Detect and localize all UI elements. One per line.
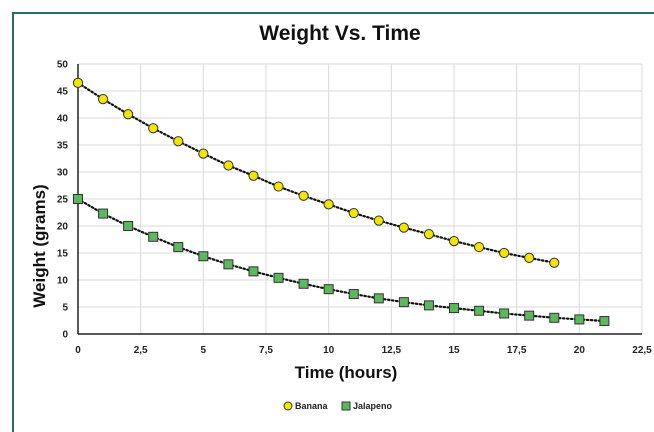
banana-point [298, 190, 309, 201]
y-tick-label: 15 [57, 249, 69, 260]
jalapeno-point [549, 312, 560, 323]
banana-legend-label: Banana [295, 401, 329, 411]
jalapeno-point [398, 297, 409, 308]
banana-point [198, 148, 209, 159]
x-tick-label: 7,5 [259, 345, 273, 356]
y-tick-label: 35 [57, 141, 69, 152]
legend: Banana Jalapeno [283, 401, 393, 411]
jalapeno-point [73, 194, 83, 204]
x-tick-label: 10 [323, 345, 335, 356]
gridlines [77, 63, 643, 335]
banana-point [123, 109, 134, 120]
banana-point [273, 181, 284, 192]
banana-point [323, 199, 334, 210]
banana-point [473, 241, 485, 253]
x-tick-label: 15 [448, 345, 460, 356]
data-series [72, 77, 610, 327]
y-tick-label: 40 [57, 114, 69, 125]
jalapeno-point [423, 300, 434, 311]
banana-point [72, 77, 84, 89]
jalapeno-point [599, 316, 610, 327]
x-tick-label: 22,5 [632, 345, 652, 356]
jalapeno-point [123, 221, 134, 231]
x-tick-label: 17,5 [507, 345, 527, 356]
jalapeno-point [348, 289, 359, 300]
jalapeno-point [449, 303, 459, 314]
jalapeno-point [273, 272, 284, 283]
jalapeno-point [474, 305, 485, 316]
jalapeno-point [148, 231, 159, 242]
x-tick-label: 20 [574, 345, 586, 356]
y-tick-label: 30 [57, 168, 69, 179]
x-axis-title: Time (hours) [295, 363, 398, 382]
banana-point [524, 252, 535, 263]
banana-point [549, 257, 560, 268]
banana-point [423, 229, 435, 240]
jalapeno-point [198, 251, 209, 262]
jalapeno-legend-marker [341, 401, 351, 411]
banana-point [223, 160, 234, 171]
jalapeno-point [248, 266, 259, 277]
banana-point [148, 123, 159, 134]
jalapeno-point [298, 278, 309, 289]
banana-point [499, 247, 510, 259]
jalapeno-point [373, 293, 384, 304]
y-axis-title: Weight (grams) [30, 184, 49, 307]
y-tick-label: 5 [62, 303, 68, 314]
jalapeno-point [524, 310, 535, 321]
y-tick-label: 25 [57, 195, 69, 206]
y-tick-label: 50 [57, 60, 69, 71]
banana-point [398, 222, 409, 233]
x-tick-label: 12,5 [382, 345, 402, 356]
x-tick-label: 2,5 [134, 345, 148, 356]
jalapeno-point [499, 308, 510, 319]
scatter-chart: Weight Vs. Time 0 5 10 15 20 25 30 35 40 45 50 0 2,… [30, 22, 652, 411]
banana-point [97, 94, 109, 105]
banana-point [448, 236, 460, 247]
x-tick-labels: 0 2,5 5 7,5 10 12,5 15 17,5 20 22,5 [75, 345, 652, 356]
x-tick-label: 5 [201, 345, 207, 356]
y-tick-labels: 0 5 10 15 20 25 30 35 40 45 50 [57, 60, 69, 341]
chart-frame: Weight Vs. Time 0 5 10 15 20 25 30 35 40 45 50 0 2,… [12, 12, 654, 432]
banana-point [173, 136, 184, 147]
chart-title: Weight Vs. Time [259, 22, 420, 45]
y-tick-label: 0 [62, 330, 68, 341]
jalapeno-trendline [76, 197, 606, 323]
jalapeno-point [323, 284, 334, 295]
x-tick-label: 0 [75, 345, 81, 356]
banana-point [348, 207, 359, 219]
y-tick-label: 10 [57, 276, 69, 287]
jalapeno-point [173, 242, 184, 253]
jalapeno-point [98, 208, 109, 219]
banana-series [72, 77, 560, 268]
y-tick-label: 45 [57, 87, 69, 98]
jalapeno-legend-label: Jalapeno [353, 401, 393, 411]
y-tick-label: 20 [57, 222, 69, 233]
jalapeno-series [73, 194, 610, 327]
jalapeno-point [574, 314, 585, 325]
chart-border [12, 12, 654, 432]
banana-legend-marker [283, 401, 293, 411]
jalapeno-point [223, 259, 234, 270]
banana-point [248, 170, 259, 181]
banana-point [373, 215, 384, 226]
